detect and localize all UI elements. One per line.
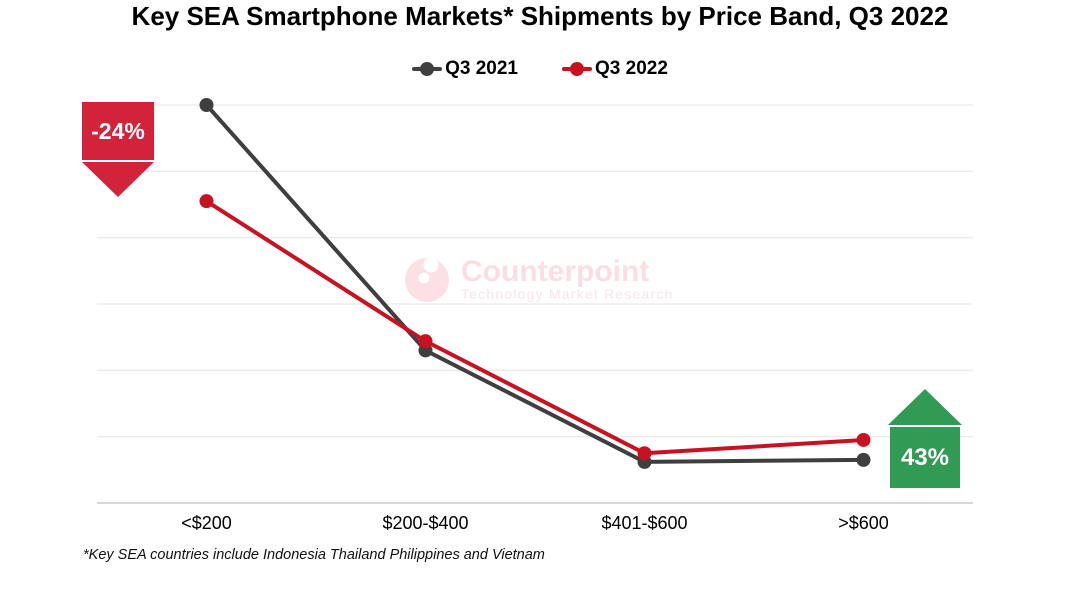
legend-item-q3-2021: Q3 2021 (412, 58, 518, 80)
growth-badge-value: 43% (890, 427, 960, 488)
data-point-q3-2021 (856, 452, 871, 467)
counterpoint-logo-icon (405, 257, 449, 302)
chart-title: Key SEA Smartphone Markets* Shipments by… (131, 1, 949, 31)
data-point-q3-2022 (418, 334, 433, 349)
line-marker-icon (412, 62, 443, 76)
legend-label: Q3 2021 (445, 58, 518, 79)
series-line-q3-2021 (204, 103, 866, 464)
watermark-tagline: Technology Market Research (461, 286, 674, 302)
decline-badge: -24% (82, 102, 154, 197)
data-point-q3-2021 (199, 98, 214, 112)
decline-badge-value: -24% (82, 102, 154, 160)
x-tick-label: $401-$600 (601, 513, 688, 533)
data-point-q3-2022 (199, 194, 214, 209)
data-point-q3-2022 (637, 446, 652, 461)
x-tick-label: >$600 (838, 513, 889, 533)
legend-item-q3-2022: Q3 2022 (562, 58, 668, 80)
legend: Q3 2021 Q3 2022 (0, 58, 1080, 80)
up-arrow-icon (888, 389, 962, 425)
legend-label: Q3 2022 (595, 58, 668, 79)
watermark: Counterpoint Technology Market Research (403, 255, 674, 303)
watermark-brand: Counterpoint (461, 255, 650, 288)
line-marker-icon (562, 62, 592, 76)
data-point-q3-2022 (856, 432, 871, 447)
x-tick-label: $200-$400 (382, 513, 469, 533)
growth-badge: 43% (888, 389, 962, 488)
x-tick-label: <$200 (181, 513, 232, 533)
footnote: *Key SEA countries include Indonesia Tha… (83, 547, 545, 563)
down-arrow-icon (82, 162, 154, 197)
series-line-q3-2022 (204, 199, 866, 456)
